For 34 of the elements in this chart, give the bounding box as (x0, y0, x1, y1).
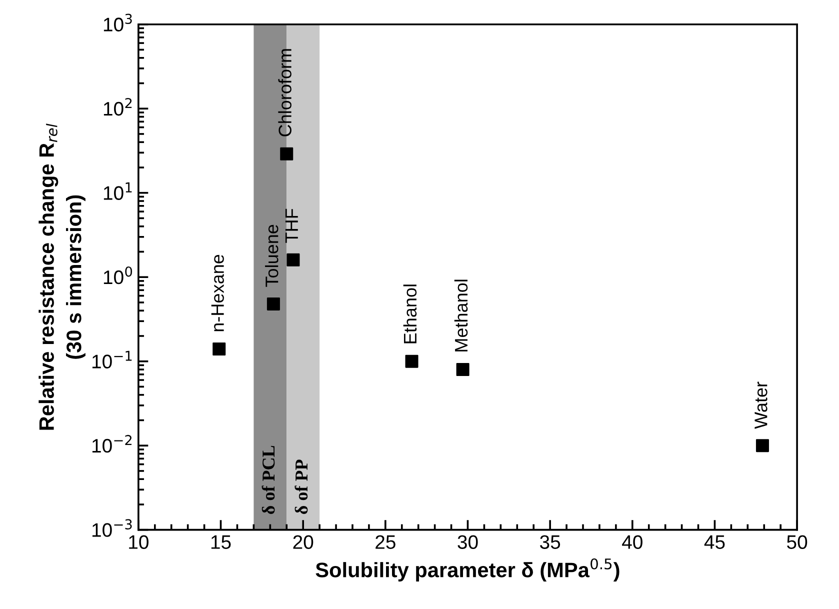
x-tick-label: 50 (787, 535, 808, 549)
y-tick-label: 10$^{0}$ (104, 266, 132, 284)
annotation: n-Hexane (211, 254, 224, 332)
y-tick-label: 10$^{3}$ (104, 14, 132, 32)
band-label: δ of PP (294, 460, 308, 514)
annotation: Chloroform (278, 49, 292, 136)
point (266, 297, 280, 310)
x-tick-label: 15 (211, 535, 231, 549)
x-tick-label: 45 (704, 535, 725, 549)
y-tick-label: 10$^{−1}$ (92, 350, 132, 368)
annotation: Methanol (454, 280, 468, 352)
band-label: δ of PCL (262, 446, 275, 514)
x-axis-title: Solubility parameter δ (MPa$^{0.5}$) (316, 558, 620, 582)
y-tick-label: 10$^{2}$ (104, 98, 132, 116)
y-tick-label: 10$^{−3}$ (92, 519, 132, 537)
x-tick-label: 10 (129, 535, 148, 549)
x-tick-label: 30 (458, 535, 478, 549)
point (280, 147, 294, 160)
x-tick-label: 40 (622, 535, 642, 549)
point (756, 439, 769, 452)
annotation: Toluene (265, 224, 278, 287)
y-tick-label: 10$^{−2}$ (92, 434, 132, 453)
point (286, 253, 300, 266)
annotation: Water (754, 382, 768, 429)
x-tick-label: 20 (293, 535, 314, 549)
annotation: Ethanol (403, 284, 417, 344)
x-tick-label: 25 (376, 535, 396, 549)
annotation: THF (285, 208, 298, 243)
point (212, 342, 226, 356)
point (456, 363, 470, 376)
point (405, 354, 418, 368)
x-tick-label: 35 (540, 535, 560, 549)
y-tick-label: 10$^{1}$ (104, 182, 132, 200)
text: Relative resistance change R$_{rel}$ (30 s immersion) (38, 124, 86, 430)
